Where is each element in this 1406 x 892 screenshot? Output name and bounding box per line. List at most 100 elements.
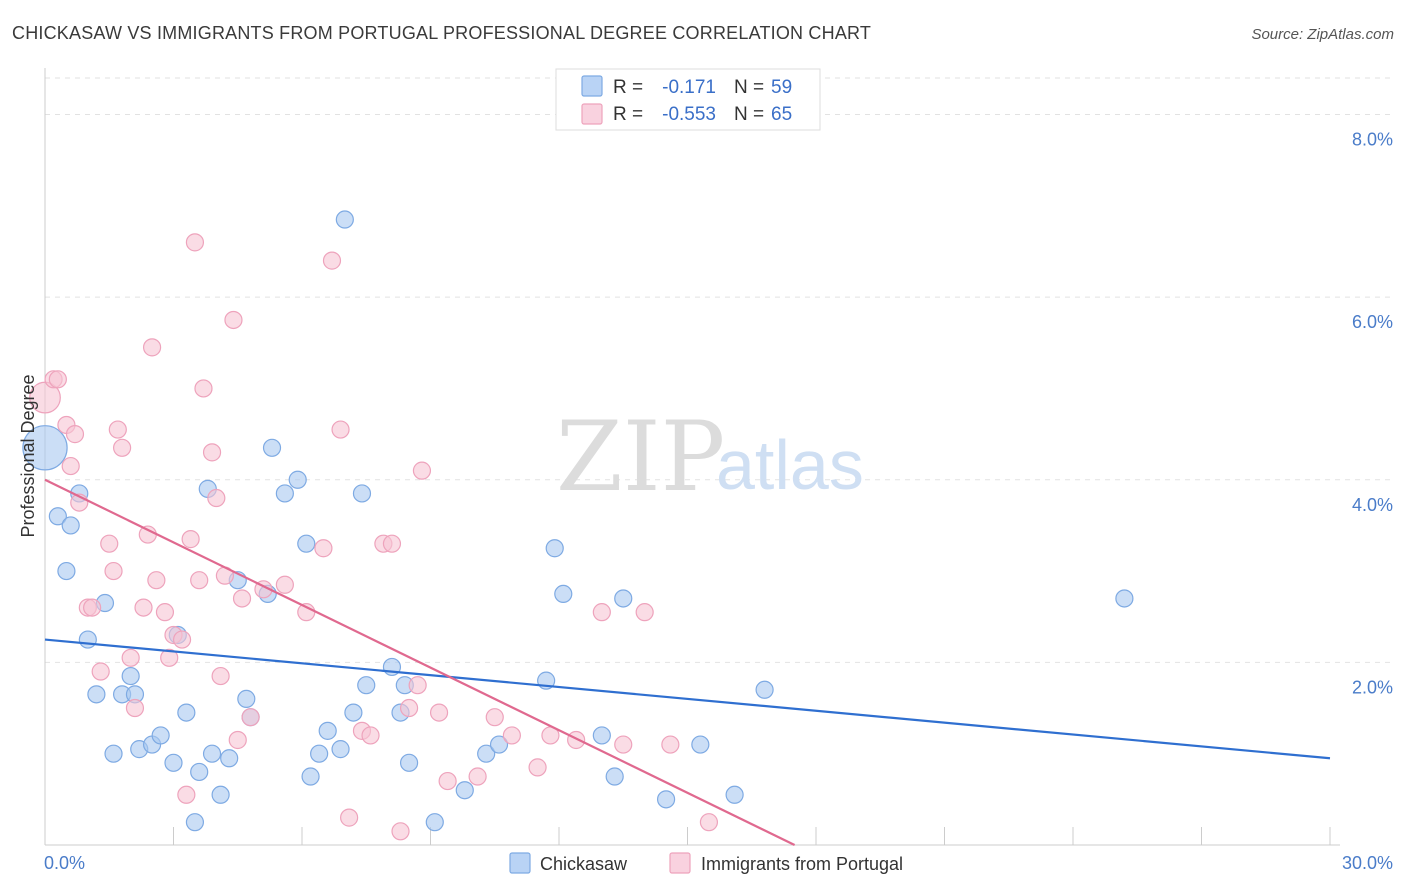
point-series1-27 bbox=[190, 571, 209, 590]
legend-n-label-portugal: N = bbox=[734, 104, 764, 125]
point-series1-15 bbox=[125, 698, 145, 718]
point-series1-5 bbox=[65, 425, 85, 444]
point-series1-18 bbox=[142, 338, 162, 357]
point-series0-57 bbox=[755, 680, 774, 699]
gridlines bbox=[45, 77, 1394, 663]
point-series0-52 bbox=[605, 767, 624, 786]
point-series1-23 bbox=[172, 630, 192, 649]
watermark-atlas: atlas bbox=[716, 426, 864, 504]
point-series1-10 bbox=[100, 534, 119, 553]
point-series1-16 bbox=[134, 598, 153, 617]
trend-line-series0 bbox=[44, 638, 1331, 760]
point-series1-52 bbox=[429, 703, 449, 722]
point-series0-17 bbox=[177, 703, 196, 722]
legend-swatch-chickasaw bbox=[581, 75, 603, 97]
legend-r-label-chickasaw: R = bbox=[613, 77, 643, 98]
y-tick-labels: 2.0% 4.0% 6.0% 8.0% bbox=[1352, 130, 1393, 698]
point-series0-19 bbox=[190, 762, 209, 782]
point-series1-28 bbox=[194, 379, 213, 398]
legend-n-label-chickasaw: N = bbox=[734, 77, 764, 98]
legend: R = -0.171 N = 59 R = -0.553 N = 65 bbox=[555, 68, 821, 131]
point-series1-47 bbox=[382, 534, 402, 553]
point-series1-38 bbox=[275, 575, 294, 594]
point-series1-4 bbox=[61, 456, 80, 476]
point-series0-49 bbox=[545, 539, 564, 558]
point-series1-26 bbox=[185, 233, 205, 252]
point-series1-36 bbox=[241, 708, 260, 727]
point-series1-34 bbox=[228, 730, 247, 750]
series-legend-label-portugal: Immigrants from Portugal bbox=[701, 854, 903, 874]
point-series1-50 bbox=[408, 676, 427, 695]
point-series1-40 bbox=[314, 539, 333, 558]
point-series1-25 bbox=[181, 530, 200, 549]
point-series0-18 bbox=[185, 813, 205, 832]
point-series1-41 bbox=[322, 251, 342, 270]
series-legend-swatch-chickasaw bbox=[509, 852, 531, 874]
point-series1-2 bbox=[48, 370, 67, 389]
series-legend-label-chickasaw: Chickasaw bbox=[540, 854, 628, 874]
x-tick-label-max: 30.0% bbox=[1342, 853, 1393, 873]
point-series1-13 bbox=[112, 438, 132, 457]
y-tick-label-2: 6.0% bbox=[1352, 312, 1393, 332]
point-series1-9 bbox=[91, 662, 110, 681]
point-series1-53 bbox=[438, 771, 457, 791]
point-series0-1 bbox=[48, 507, 67, 526]
trend-line-series1 bbox=[44, 478, 796, 846]
chart-source: Source: ZipAtlas.com bbox=[1251, 26, 1394, 43]
point-series0-50 bbox=[554, 584, 573, 603]
point-series0-31 bbox=[297, 534, 316, 553]
point-series0-22 bbox=[211, 785, 230, 804]
point-series0-46 bbox=[477, 744, 496, 763]
point-series0-43 bbox=[399, 753, 419, 772]
point-series0-0 bbox=[22, 425, 68, 471]
point-series1-49 bbox=[399, 698, 419, 718]
point-series1-29 bbox=[202, 443, 222, 462]
point-series0-51 bbox=[592, 726, 611, 745]
point-series1-59 bbox=[567, 730, 586, 750]
point-series0-15 bbox=[164, 753, 183, 772]
legend-n-value-chickasaw: 59 bbox=[771, 77, 792, 98]
x-tick-label-min: 0.0% bbox=[44, 853, 85, 873]
point-series1-30 bbox=[207, 488, 226, 508]
point-series0-6 bbox=[87, 685, 106, 704]
series-legend: Chickasaw Immigrants from Portugal bbox=[509, 852, 903, 874]
point-series0-56 bbox=[725, 785, 744, 804]
point-series0-39 bbox=[357, 676, 376, 695]
y-tick-label-1: 4.0% bbox=[1352, 495, 1393, 515]
point-series0-14 bbox=[151, 726, 170, 745]
point-series0-2 bbox=[57, 561, 76, 581]
watermark-zip: ZIP bbox=[556, 401, 725, 513]
chart-title: CHICKASAW VS IMMIGRANTS FROM PORTUGAL PR… bbox=[12, 23, 871, 43]
point-series1-11 bbox=[104, 561, 123, 581]
trend-lines bbox=[44, 478, 1331, 846]
point-series0-5 bbox=[78, 630, 97, 649]
point-series0-3 bbox=[61, 516, 80, 535]
point-series1-51 bbox=[412, 461, 432, 480]
watermark: ZIP atlas bbox=[556, 401, 864, 513]
point-series1-12 bbox=[108, 420, 127, 439]
point-series1-14 bbox=[121, 648, 140, 667]
point-series0-29 bbox=[275, 484, 294, 503]
point-series1-35 bbox=[232, 589, 252, 608]
point-series0-47 bbox=[489, 735, 509, 754]
legend-r-value-chickasaw: -0.171 bbox=[662, 77, 716, 98]
legend-r-label-portugal: R = bbox=[613, 104, 643, 125]
y-tick-label-3: 8.0% bbox=[1352, 130, 1393, 150]
point-series0-8 bbox=[104, 744, 123, 763]
point-series1-20 bbox=[155, 603, 175, 622]
point-series1-62 bbox=[635, 603, 654, 622]
series-legend-swatch-portugal bbox=[669, 852, 691, 874]
point-series1-57 bbox=[528, 758, 547, 777]
point-series0-35 bbox=[331, 740, 350, 759]
point-series0-20 bbox=[202, 744, 222, 763]
point-series1-42 bbox=[331, 420, 350, 439]
legend-r-value-portugal: -0.553 bbox=[662, 104, 716, 125]
y-axis-label: Professional Degree bbox=[18, 374, 38, 537]
point-series0-36 bbox=[335, 210, 354, 229]
point-series0-53 bbox=[614, 589, 633, 608]
point-series1-55 bbox=[485, 708, 504, 727]
point-series0-37 bbox=[344, 703, 363, 722]
legend-n-value-portugal: 65 bbox=[771, 104, 792, 125]
point-series1-63 bbox=[661, 735, 680, 754]
point-series1-56 bbox=[502, 726, 521, 745]
